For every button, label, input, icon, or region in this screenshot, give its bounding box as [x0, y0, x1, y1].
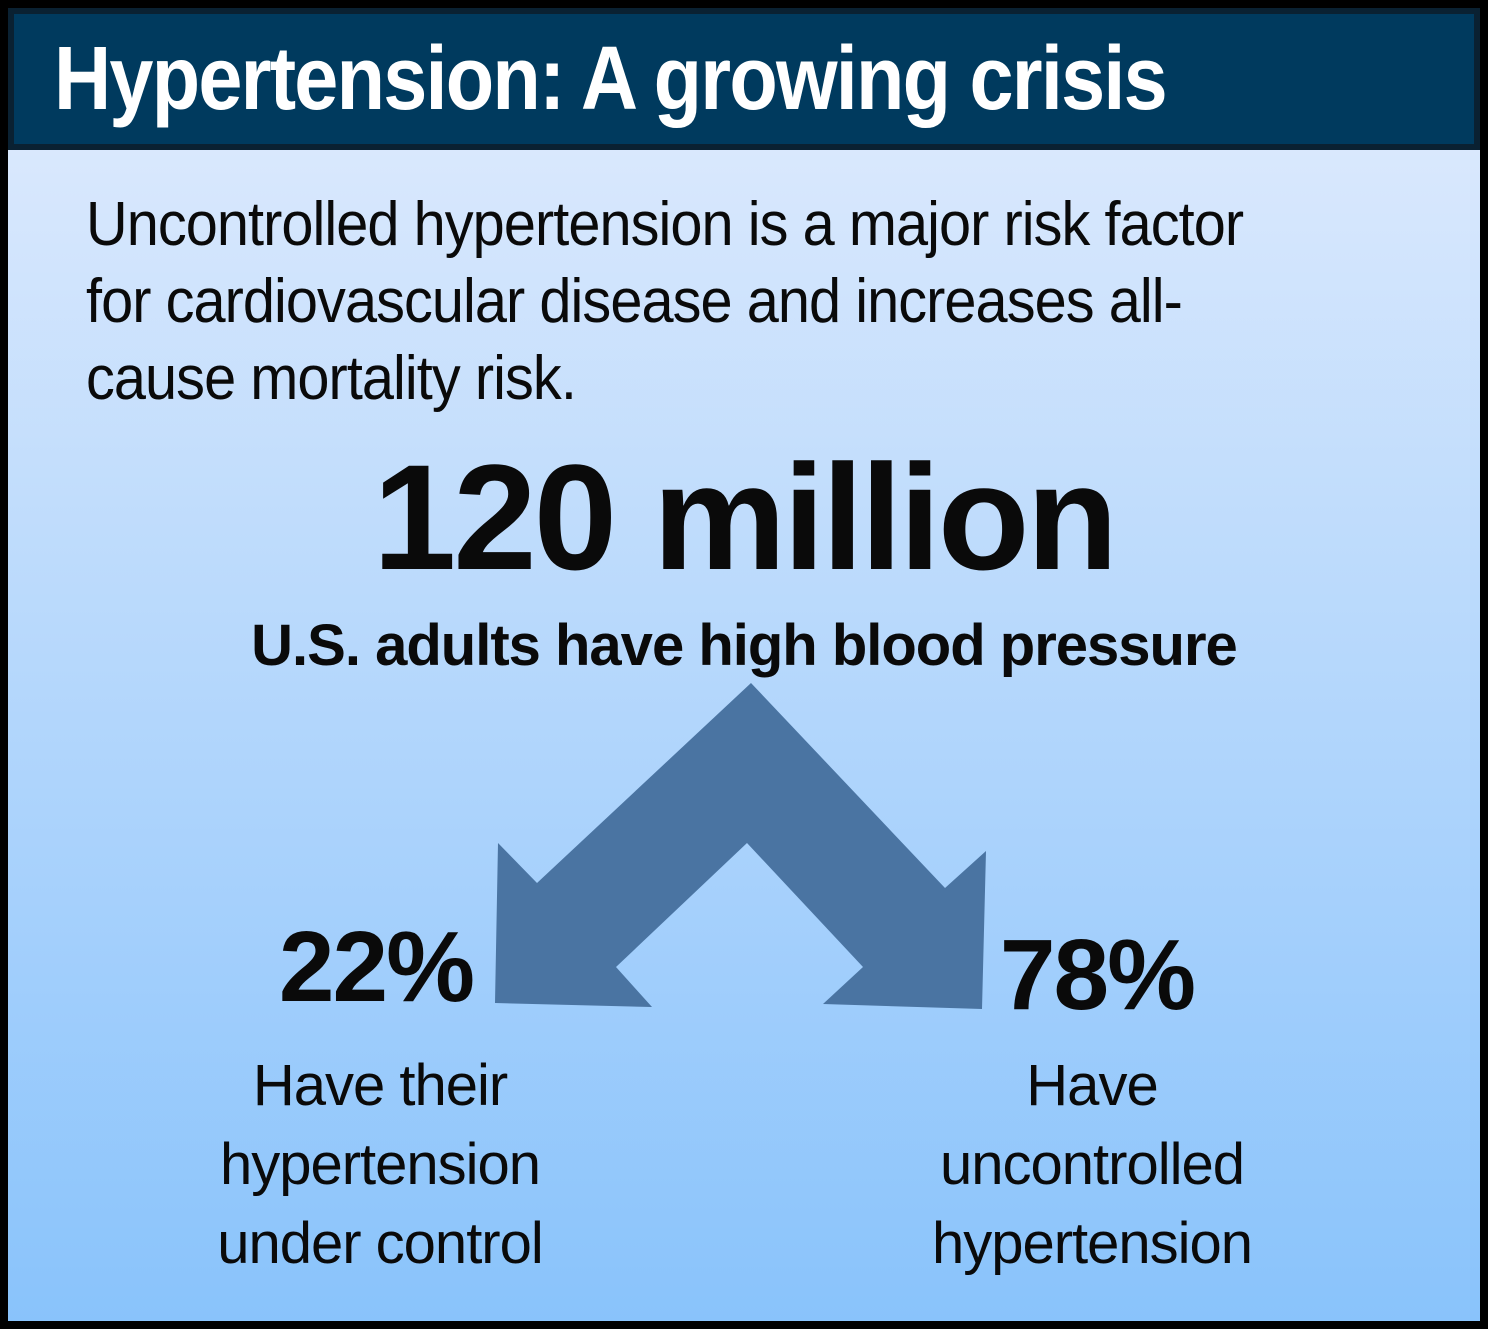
headline-stat-caption: U.S. adults have high blood pressure [251, 613, 1238, 678]
header-bar: Hypertension: A growing crisis [8, 8, 1480, 150]
uncontrolled-percent: 78% [999, 919, 1196, 1031]
intro-line: cause mortality risk. [86, 344, 577, 413]
caption-line: Have their [252, 1053, 508, 1118]
intro-paragraph: Uncontrolled hypertension is a major ris… [86, 186, 1244, 417]
caption-line: under control [217, 1211, 544, 1276]
headline-stat-value: 120 million [372, 433, 1118, 601]
page-title: Hypertension: A growing crisis [54, 28, 1168, 129]
uncontrolled-caption: Have uncontrolled hypertension [842, 1046, 1342, 1283]
intro-line: for cardiovascular disease and increases… [86, 267, 1183, 336]
caption-line: Have [1026, 1053, 1158, 1118]
caption-line: hypertension [931, 1211, 1253, 1276]
intro-line: Uncontrolled hypertension is a major ris… [86, 190, 1244, 259]
caption-line: hypertension [219, 1132, 541, 1197]
controlled-percent: 22% [278, 911, 475, 1023]
controlled-caption: Have their hypertension under control [130, 1046, 630, 1283]
caption-line: uncontrolled [940, 1132, 1245, 1197]
